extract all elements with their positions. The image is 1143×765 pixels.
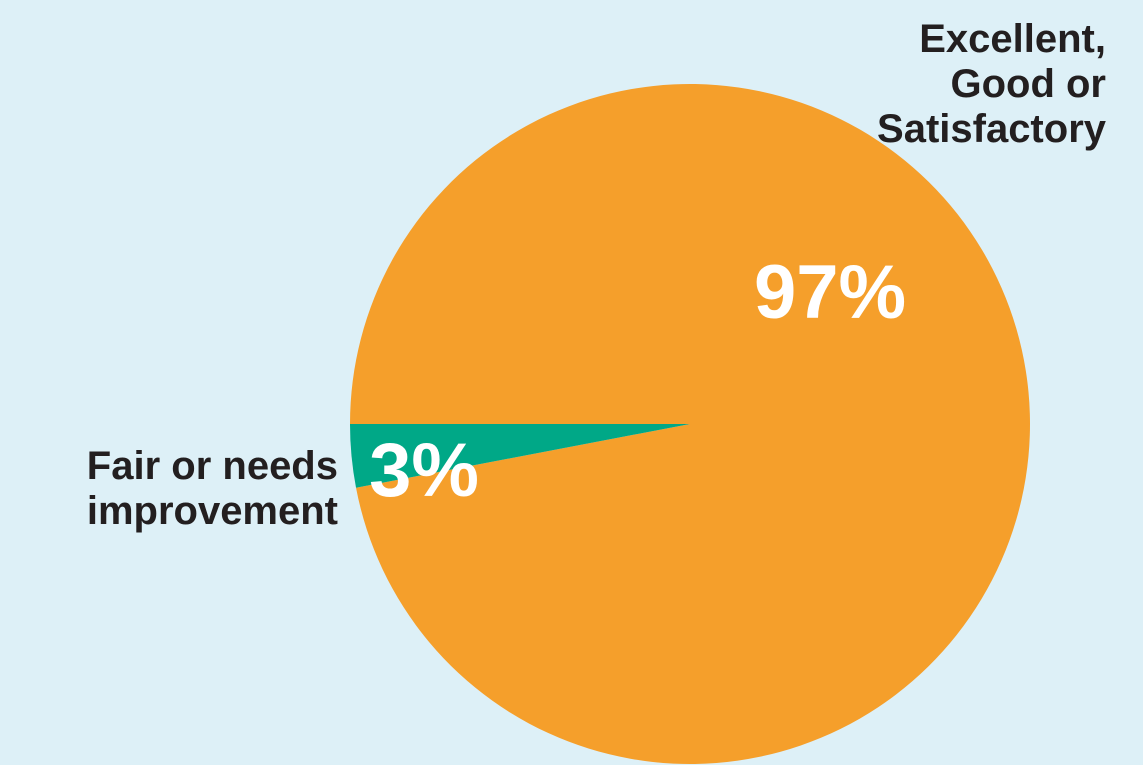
slice-category-label-1: Fair or needs improvement <box>87 444 338 533</box>
slice-category-line: improvement <box>87 489 338 533</box>
pie-slice-excellent-good-satisfactory <box>350 84 1030 765</box>
pie-labels: 97% Excellent, Good or Satisfactory 3% Fair o… <box>87 17 1107 533</box>
slice-category-line: Excellent, <box>919 17 1106 61</box>
slice-value-label-0: 97% <box>754 250 906 335</box>
pie-slices <box>350 84 1030 765</box>
slice-value-label-1: 3% <box>369 428 479 513</box>
slice-category-line: Fair or needs <box>87 444 338 488</box>
slice-category-line: Satisfactory <box>877 107 1107 151</box>
pie-slice-fair-needs-improvement <box>350 424 690 488</box>
slice-category-label-0: Excellent, Good or Satisfactory <box>877 17 1107 151</box>
slice-category-line: Good or <box>950 62 1106 106</box>
